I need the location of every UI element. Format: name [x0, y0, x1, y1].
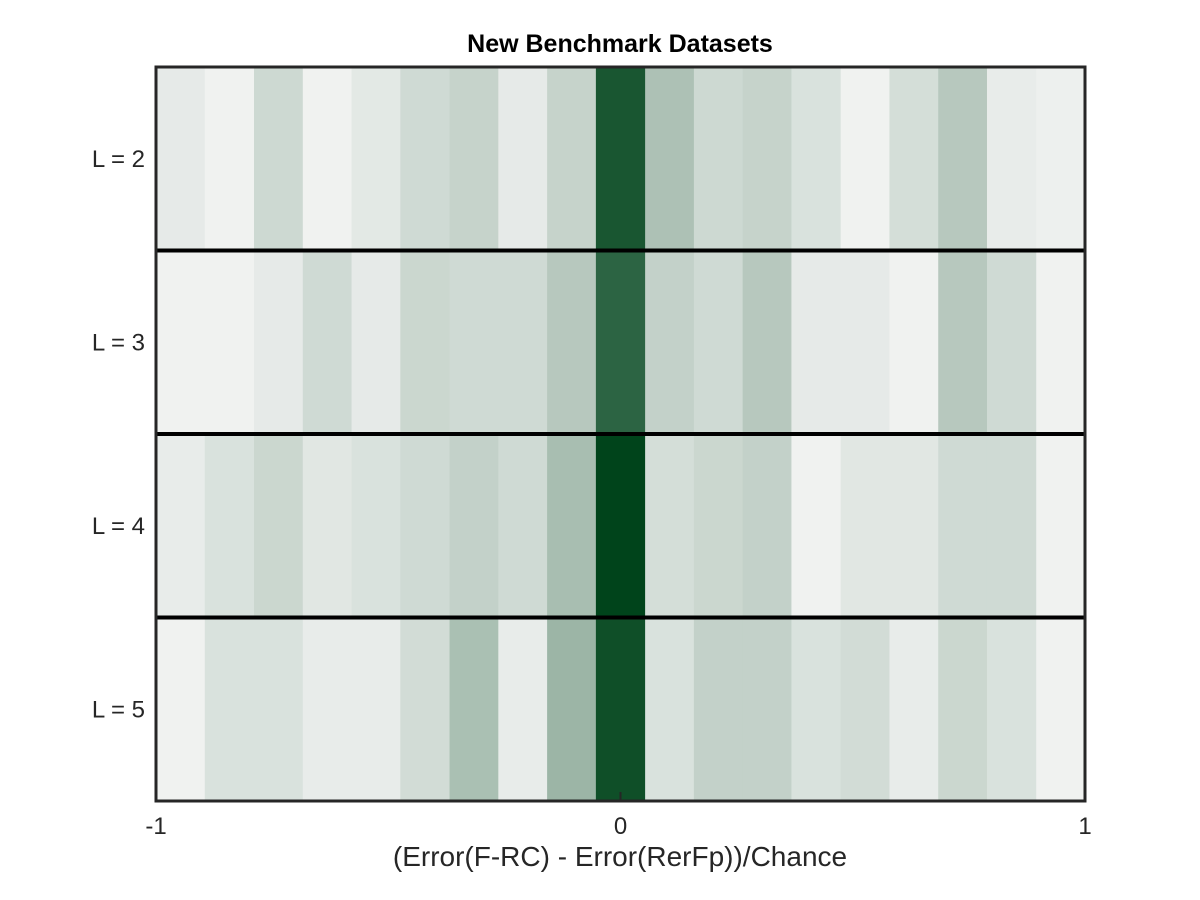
- heatmap-cell: [791, 67, 842, 251]
- heatmap-cell: [156, 617, 206, 801]
- heatmap-cell: [840, 434, 891, 618]
- heatmap-cell: [351, 250, 401, 434]
- heatmap-cell: [742, 617, 793, 801]
- row-label: L = 4: [92, 513, 145, 540]
- row-labels: L = 2 L = 3 L = 4 L = 5: [92, 146, 145, 724]
- heatmap-cell: [693, 250, 744, 434]
- heatmap-cell: [498, 250, 548, 434]
- heatmap-cell: [693, 67, 744, 251]
- heatmap-cell: [351, 67, 401, 251]
- heatmap-cell: [498, 617, 548, 801]
- heatmap-cell: [400, 617, 451, 801]
- heatmap-cell: [840, 617, 891, 801]
- heatmap-cell: [938, 617, 988, 801]
- heatmap-cell: [156, 434, 206, 618]
- heatmap-cell: [595, 250, 646, 434]
- row-label: L = 2: [92, 146, 145, 173]
- heatmap-cell: [742, 434, 793, 618]
- heatmap-cell: [693, 617, 744, 801]
- heatmap-cell: [986, 434, 1037, 618]
- chart-title: New Benchmark Datasets: [467, 30, 773, 58]
- heatmap-cell: [693, 434, 744, 618]
- heatmap-cell: [254, 250, 304, 434]
- heatmap-cell: [156, 67, 206, 251]
- x-tick-label: -1: [145, 813, 166, 840]
- heatmap-cell: [351, 434, 401, 618]
- heatmap-cell: [938, 67, 988, 251]
- row-separators: [156, 248, 1085, 620]
- heatmap-cell: [1036, 617, 1086, 801]
- heatmap-cell: [938, 434, 988, 618]
- heatmap-cell: [302, 67, 353, 251]
- heatmap-cell: [204, 617, 255, 801]
- heatmap-cell: [204, 434, 255, 618]
- heatmap-cell: [449, 250, 499, 434]
- heatmap-cell: [645, 250, 695, 434]
- heatmap-cell: [156, 250, 206, 434]
- heatmap-cell: [1036, 67, 1086, 251]
- heatmap-cell: [498, 434, 548, 618]
- heatmap-cell: [791, 617, 842, 801]
- heatmap-cell: [1036, 250, 1086, 434]
- heatmap-cell: [547, 617, 597, 801]
- heatmap-cell: [986, 250, 1037, 434]
- heatmap-cell: [889, 67, 939, 251]
- heatmap-cell: [1036, 434, 1086, 618]
- heatmap-cell: [254, 434, 304, 618]
- heatmap-cell: [645, 434, 695, 618]
- heatmap-cell: [302, 434, 353, 618]
- heatmap-cell: [742, 250, 793, 434]
- heatmap-cell: [449, 67, 499, 251]
- heatmap-cell: [351, 617, 401, 801]
- heatmap-cell: [595, 67, 646, 251]
- heatmap-cell: [840, 67, 891, 251]
- heatmap-cell: [986, 67, 1037, 251]
- heatmap-cell: [400, 434, 451, 618]
- heatmap-cell: [400, 67, 451, 251]
- x-axis-label: (Error(F-RC) - Error(RerFp))/Chance: [393, 841, 847, 872]
- heatmap-cell: [889, 434, 939, 618]
- heatmap-cell: [840, 250, 891, 434]
- row-label: L = 3: [92, 329, 145, 356]
- heatmap-cell: [595, 434, 646, 618]
- heatmap-cell: [889, 617, 939, 801]
- heatmap-cell: [889, 250, 939, 434]
- heatmap-cell: [254, 67, 304, 251]
- heatmap-cell: [254, 617, 304, 801]
- heatmap-cell: [645, 67, 695, 251]
- heatmap-cell: [302, 250, 353, 434]
- heatmap-cell: [986, 617, 1037, 801]
- heatmap-cell: [547, 250, 597, 434]
- heatmap-cell: [449, 434, 499, 618]
- heatmap-cell: [791, 434, 842, 618]
- row-label: L = 5: [92, 696, 145, 723]
- heatmap-cell: [302, 617, 353, 801]
- heatmap-cell: [742, 67, 793, 251]
- heatmap-cell: [400, 250, 451, 434]
- heatmap-cell: [204, 250, 255, 434]
- heatmap-cells: [156, 67, 1086, 801]
- heatmap-cell: [204, 67, 255, 251]
- heatmap-cell: [938, 250, 988, 434]
- heatmap-cell: [449, 617, 499, 801]
- x-tick-label: 0: [614, 813, 627, 840]
- x-axis-ticks: -1 0 1: [145, 792, 1092, 840]
- heatmap-cell: [595, 617, 646, 801]
- heatmap-cell: [645, 617, 695, 801]
- x-tick-label: 1: [1078, 813, 1091, 840]
- heatmap-cell: [547, 434, 597, 618]
- heatmap-cell: [498, 67, 548, 251]
- heatmap-cell: [791, 250, 842, 434]
- heatmap-cell: [547, 67, 597, 251]
